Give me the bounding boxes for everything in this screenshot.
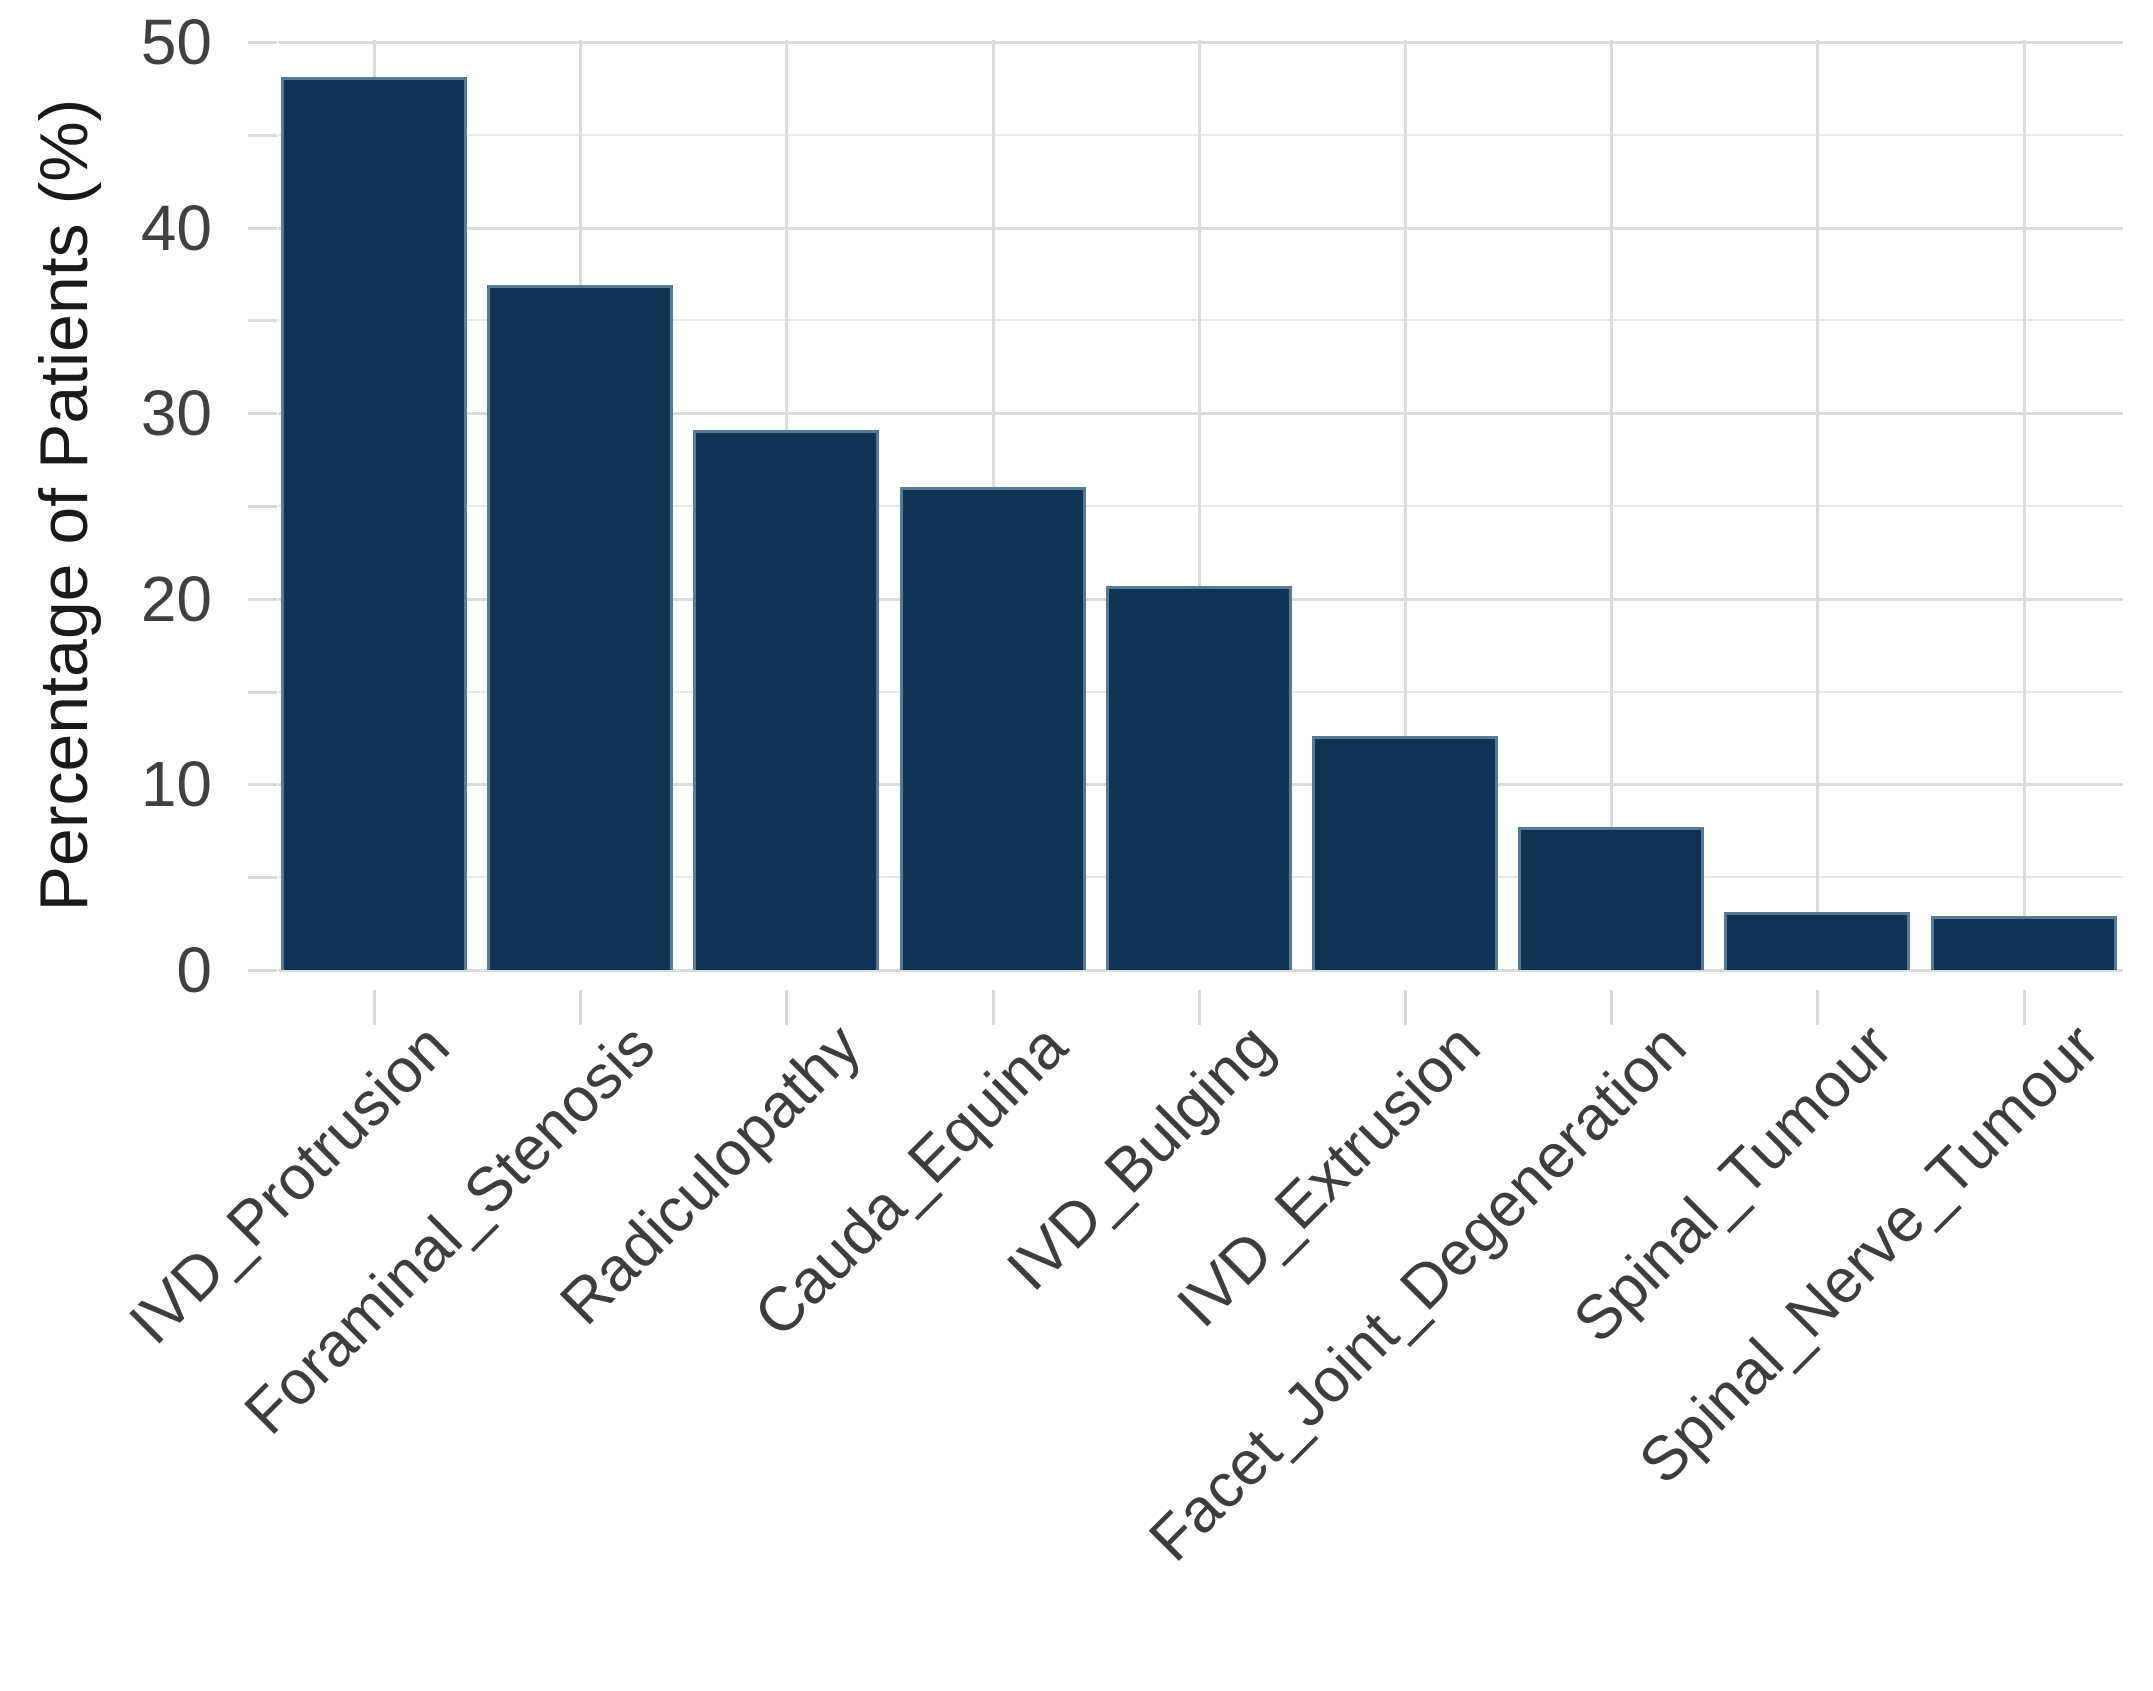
bar-Facet_Joint_Degeneration: [1518, 827, 1705, 970]
y-axis-tick: [248, 226, 277, 230]
y-tick-label-40: 40: [140, 191, 212, 264]
y-tick-label-20: 20: [140, 562, 212, 635]
y-axis-tick: [248, 41, 277, 44]
bar-IVD_Bulging: [1105, 586, 1292, 970]
y-tick-label-0: 0: [176, 934, 212, 1006]
x-axis-tick: [785, 990, 789, 1025]
y-axis-tick: [248, 319, 277, 323]
vertical-gridline: [1816, 40, 1820, 970]
bar-Spinal_Tumour: [1724, 912, 1911, 970]
y-axis-tick: [248, 876, 277, 880]
y-tick-label-50: 50: [140, 6, 212, 78]
bar-Radiculopathy: [693, 430, 880, 970]
vertical-gridline: [1197, 40, 1201, 970]
y-axis-tick: [248, 783, 277, 787]
y-axis-tick: [248, 969, 277, 972]
y-axis-tick: [248, 412, 277, 416]
x-axis-tick: [991, 990, 995, 1025]
y-tick-label-30: 30: [140, 377, 212, 450]
bar-IVD_Protrusion: [281, 77, 467, 970]
x-axis-tick: [1404, 990, 1407, 1025]
y-axis-tick: [248, 690, 277, 694]
bar-IVD_Extrusion: [1312, 736, 1498, 970]
x-tick-label-Foraminal_Stenosis: Foraminal_Stenosis: [232, 1011, 669, 1448]
x-axis-tick: [2022, 990, 2026, 1025]
x-axis-tick: [579, 990, 583, 1025]
vertical-gridline: [1404, 40, 1407, 970]
y-tick-label-10: 10: [140, 748, 212, 821]
bar-Foraminal_Stenosis: [487, 285, 674, 970]
x-axis-tick: [373, 990, 376, 1025]
plot-panel: [278, 40, 2123, 972]
y-axis-tick: [248, 597, 277, 601]
y-axis-tick: [248, 505, 277, 508]
x-axis-tick: [1816, 990, 1820, 1025]
vertical-gridline: [2022, 40, 2026, 970]
x-axis-tick: [1197, 990, 1201, 1025]
bar-Spinal_Nerve_Tumour: [1930, 916, 2117, 970]
y-axis-tick: [248, 133, 277, 137]
x-axis-tick: [1610, 990, 1614, 1025]
vertical-gridline: [1610, 40, 1614, 970]
major-gridline-y0: [278, 969, 2123, 972]
bar-Cauda_Equina: [899, 487, 1086, 970]
